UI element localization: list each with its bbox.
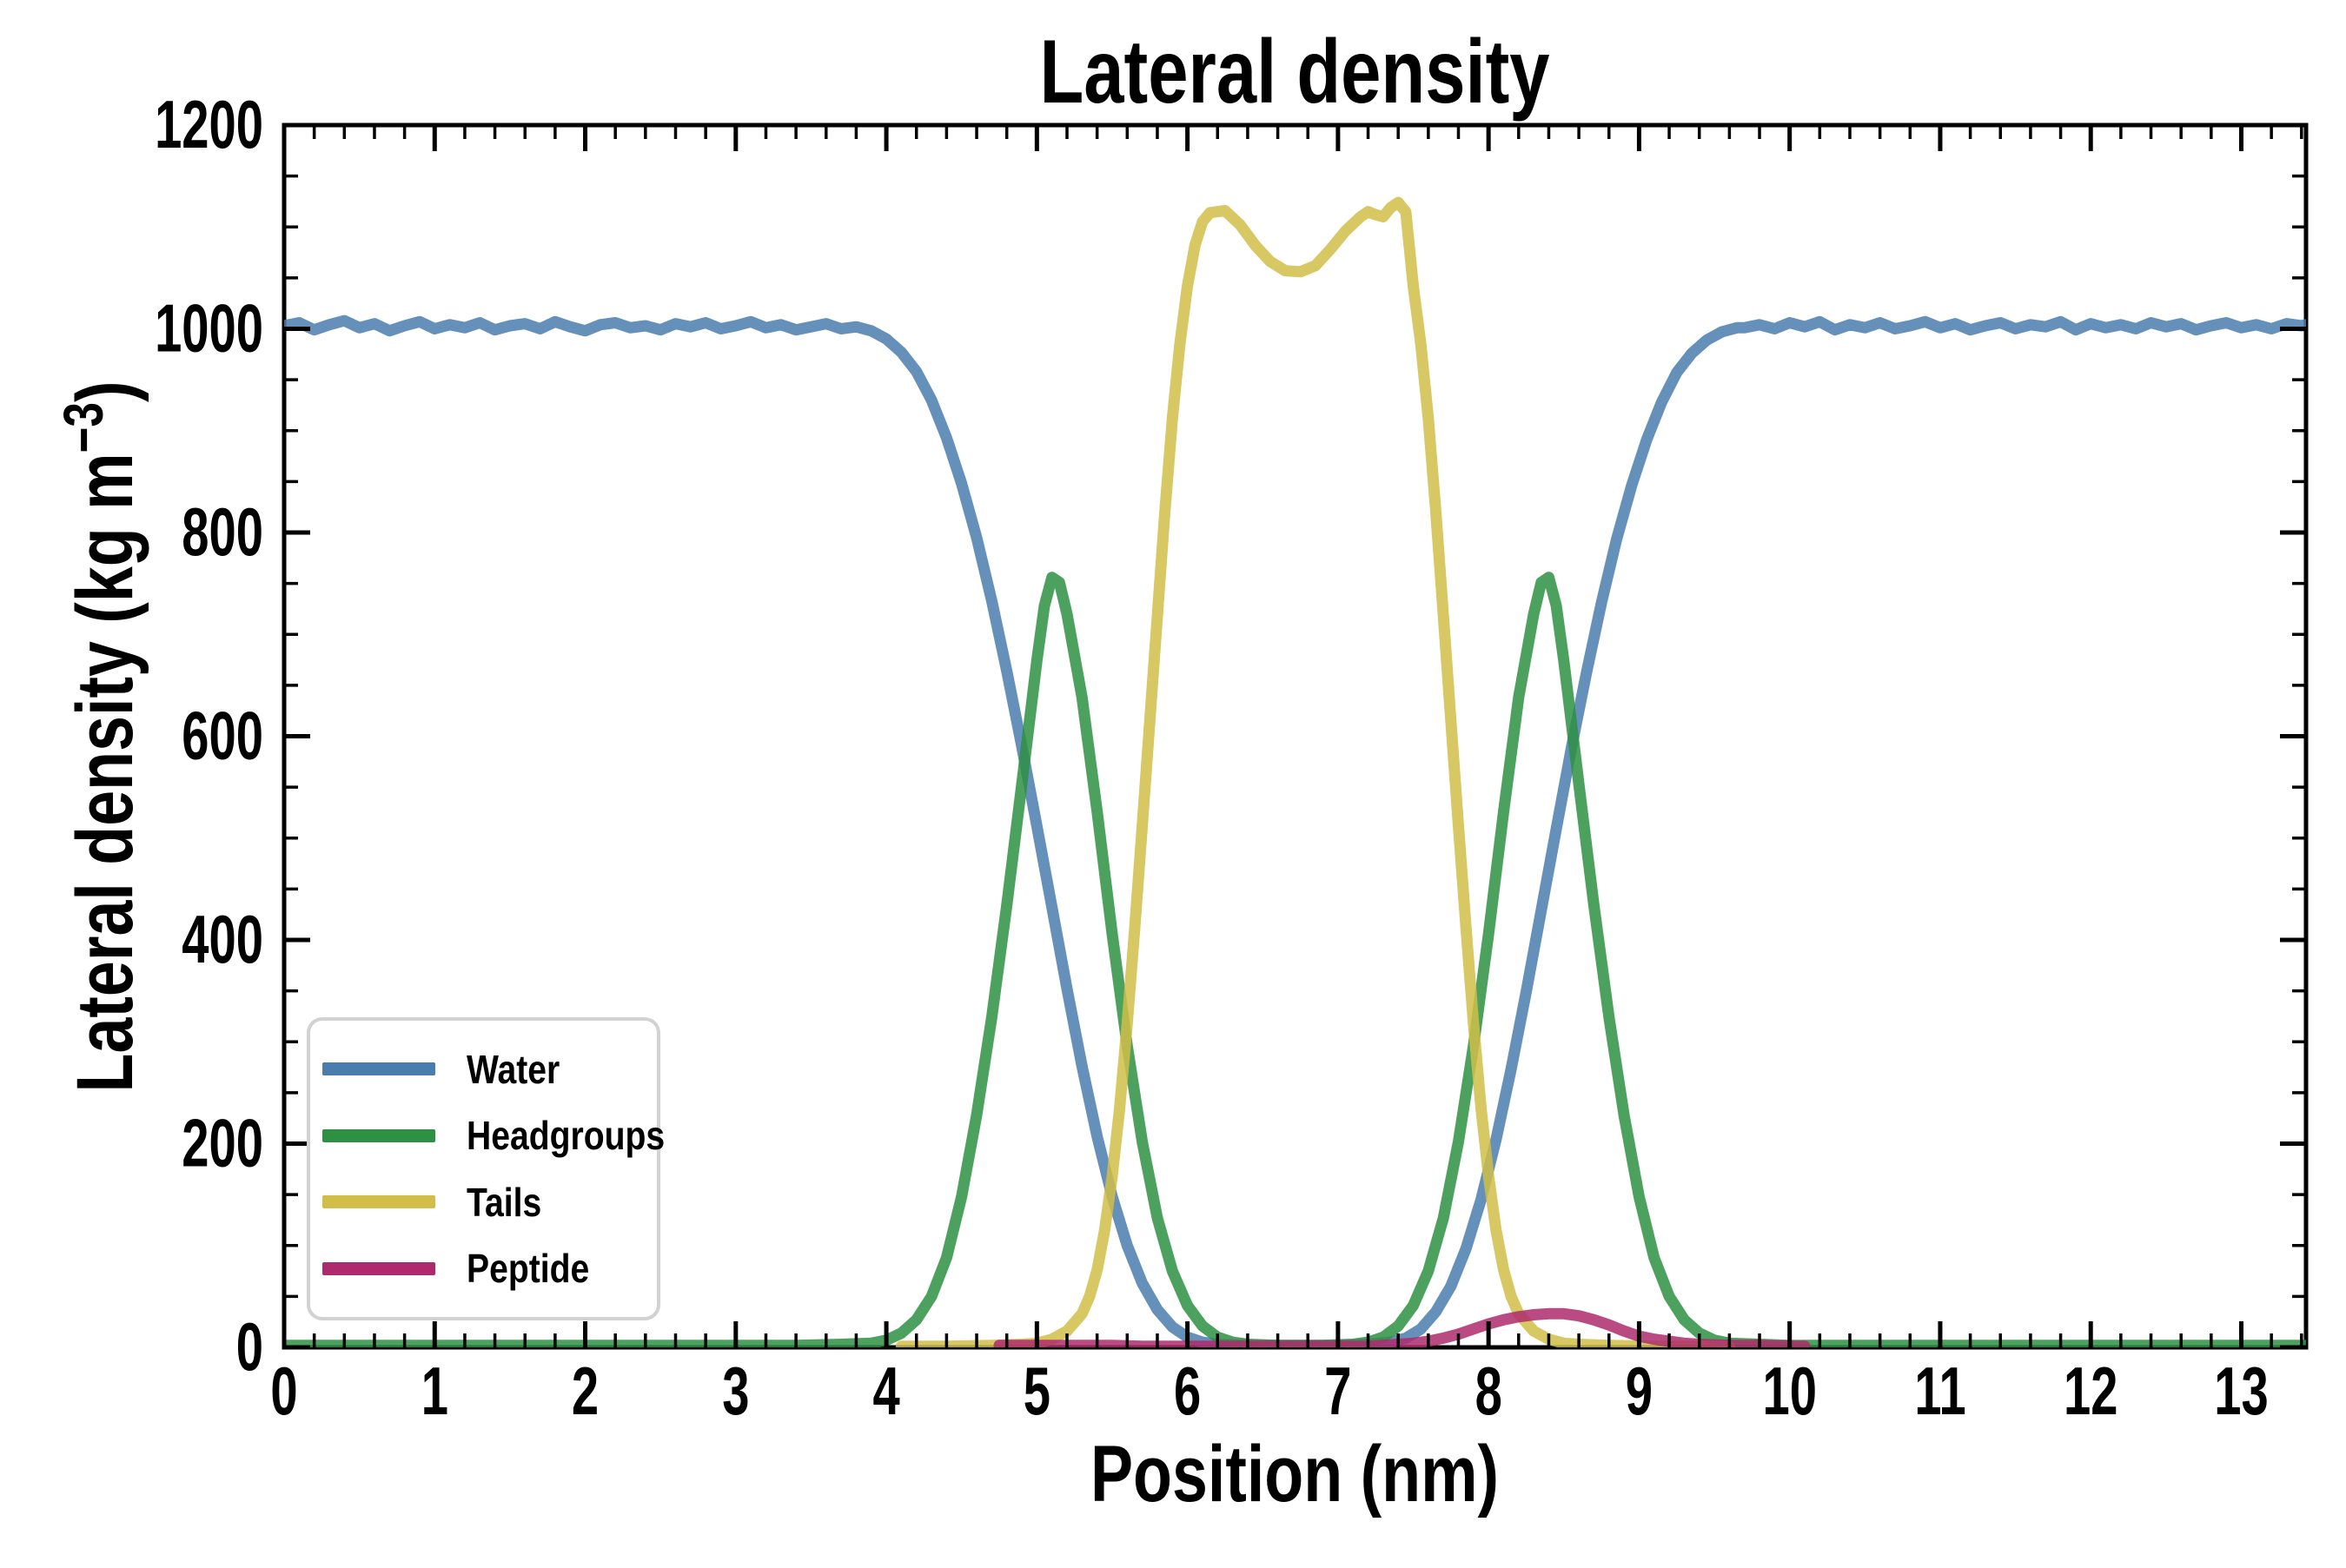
tails-line xyxy=(895,196,1735,1347)
y-tick-label: 400 xyxy=(182,902,263,977)
x-tick-label: 9 xyxy=(1626,1353,1653,1429)
chart-title: Lateral density xyxy=(1039,21,1549,122)
x-tick-label: 10 xyxy=(1762,1353,1816,1429)
peptide-line xyxy=(993,1307,1811,1347)
x-tick-label: 6 xyxy=(1174,1353,1201,1429)
headgroups-line-swatch xyxy=(322,1128,435,1142)
x-tick-label: 5 xyxy=(1024,1353,1050,1429)
legend-item-tails: Tails xyxy=(322,1179,657,1226)
x-tick-label: 7 xyxy=(1324,1353,1351,1429)
legend-item-headgroups: Headgroups xyxy=(322,1112,665,1159)
x-tick-label: 13 xyxy=(2214,1353,2268,1429)
x-tick-label: 0 xyxy=(270,1353,297,1429)
ticks-group xyxy=(282,122,2306,1350)
legend-item-peptide: Peptide xyxy=(322,1245,657,1292)
x-axis-label: Position (nm) xyxy=(1090,1429,1499,1518)
tails-line-swatch xyxy=(322,1195,435,1209)
x-tick-label: 2 xyxy=(572,1353,599,1429)
x-tick-label: 12 xyxy=(2064,1353,2117,1429)
water-line-swatch xyxy=(322,1062,435,1076)
legend-label-water: Water xyxy=(467,1046,560,1092)
x-tick-label: 1 xyxy=(421,1353,448,1429)
y-tick-label: 0 xyxy=(236,1309,263,1385)
x-tick-label: 8 xyxy=(1475,1353,1502,1429)
x-tick-label: 11 xyxy=(1914,1353,1965,1429)
y-tick-label: 200 xyxy=(182,1105,263,1181)
x-tick-label: 3 xyxy=(722,1353,749,1429)
legend-label-tails: Tails xyxy=(467,1179,542,1225)
peptide-line-swatch xyxy=(322,1261,435,1275)
y-tick-label: 800 xyxy=(182,494,263,570)
x-tick-label: 4 xyxy=(872,1353,899,1429)
legend: Water Headgroups Tails Peptide xyxy=(307,1017,665,1320)
y-tick-label: 600 xyxy=(182,698,263,773)
legend-label-headgroups: Headgroups xyxy=(467,1113,666,1159)
y-axis-label: Lateral density (kg m−3) xyxy=(54,381,149,1093)
y-tick-label: 1200 xyxy=(155,87,263,162)
legend-label-peptide: Peptide xyxy=(467,1246,590,1292)
legend-item-water: Water xyxy=(322,1046,657,1093)
y-tick-label: 1000 xyxy=(155,290,263,366)
